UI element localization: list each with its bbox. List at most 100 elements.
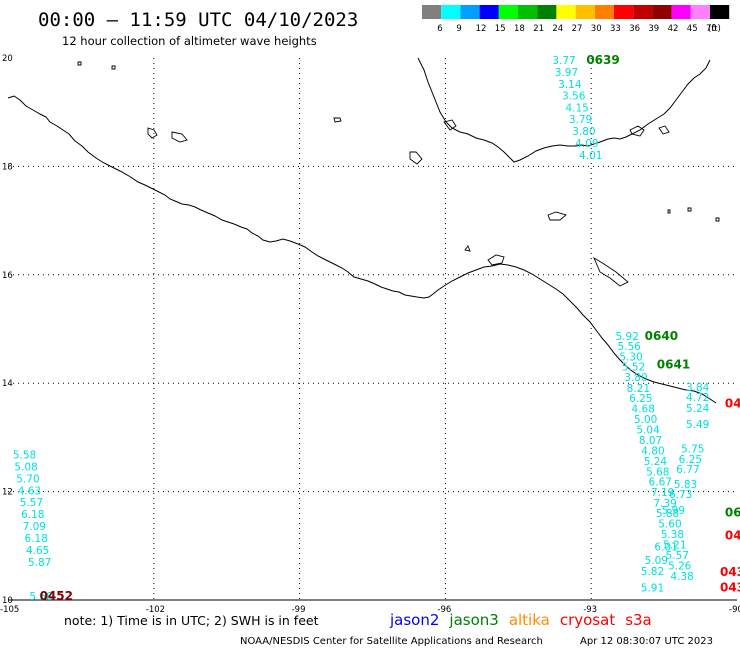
island <box>667 209 671 214</box>
legend-cryosat: cryosat <box>560 611 615 629</box>
scale-swatch <box>537 5 557 19</box>
lat-lon-grid <box>8 58 737 601</box>
wave-height-value: 5.49 <box>686 419 709 431</box>
pass-time-label: 0643 <box>725 506 740 520</box>
legend-altika: altika <box>509 611 550 629</box>
wave-height-value: 3.80 <box>624 372 647 384</box>
island <box>593 256 629 287</box>
lon-tick-label: -105 <box>0 605 19 615</box>
scale-swatch <box>671 5 691 19</box>
lon-tick-label: -90 <box>729 605 740 615</box>
altimeter-pass: 5.925.565.305.523.808.216.254.685.005.04… <box>616 329 694 583</box>
island <box>111 65 116 70</box>
scale-tick-label: 24 <box>552 24 563 34</box>
island <box>171 131 188 143</box>
wave-height-value: 6.67 <box>649 477 672 489</box>
scale-tick-label: 21 <box>533 24 544 34</box>
island <box>687 207 692 212</box>
altimeter-pass: 5.585.085.704.635.576.187.096.184.655.87… <box>13 450 73 603</box>
scale-swatch <box>441 5 461 19</box>
altimeter-pass: 3.773.973.143.564.153.793.804.094.01 0639 <box>552 53 619 162</box>
wave-height-value: 6.25 <box>679 454 702 466</box>
scale-swatch <box>690 5 710 19</box>
scale-tick-label: 27 <box>572 24 583 34</box>
axis-tick-labels: -105 -102 -99 -96 -93 -90 20 18 16 14 12 10 <box>0 54 740 615</box>
wave-height-value: 3.14 <box>558 79 582 91</box>
scale-unit: (ft) <box>708 24 721 34</box>
scale-swatch <box>422 5 442 19</box>
wave-height-value: 5.91 <box>641 582 664 594</box>
altimeter-tracks: 3.773.973.143.564.153.793.804.094.010639… <box>13 53 740 603</box>
wave-height-value: 3.97 <box>555 67 578 79</box>
pacific-coastline <box>7 95 717 404</box>
scale-tick-label: 30 <box>591 24 602 34</box>
scale-tick-label: 42 <box>668 24 679 34</box>
wave-height-value: 8.21 <box>627 383 650 395</box>
scale-swatch <box>460 5 480 19</box>
wave-height-value: 5.57 <box>666 550 689 562</box>
scale-tick-label: 45 <box>687 24 698 34</box>
generated-timestamp: Apr 12 08:30:07 UTC 2023 <box>580 636 713 647</box>
wave-height-value: 5.26 <box>668 561 692 573</box>
scale-swatch <box>575 5 595 19</box>
wave-height-value: 3.80 <box>572 126 595 138</box>
wave-height-value: 5.60 <box>658 518 681 530</box>
coastline <box>7 57 717 404</box>
scale-swatch <box>498 5 518 19</box>
wave-height-value: 7.09 <box>23 521 46 533</box>
lat-tick-label: 20 <box>2 54 13 64</box>
wave-height-value: 5.30 <box>619 351 642 363</box>
map-subtitle: 12 hour collection of altimeter wave hei… <box>62 34 317 48</box>
wave-height-value: 5.58 <box>13 450 36 462</box>
wave-height-value: 6.18 <box>21 509 44 521</box>
wave-height-value: 6.18 <box>25 533 48 545</box>
island <box>333 117 342 123</box>
scale-swatch <box>633 5 653 19</box>
wave-height-value: 5.21 <box>663 540 686 552</box>
wave-height-value: 7.19 <box>651 487 674 499</box>
island <box>77 61 82 66</box>
lon-tick-label: -93 <box>583 605 597 615</box>
scale-tick-label: 12 <box>476 24 487 34</box>
wave-height-value: 5.75 <box>681 444 704 456</box>
lon-tick-label: -96 <box>437 605 451 615</box>
wave-height-value: 4.09 <box>575 138 598 150</box>
pass-time-label: 0438 <box>720 580 740 594</box>
altimeter-pass: 0438 <box>720 580 740 594</box>
island <box>629 125 645 137</box>
scale-tick-label: 70 <box>706 24 717 34</box>
wave-height-value: 5.09 <box>645 555 668 567</box>
pass-time-label: 0438 <box>720 565 740 579</box>
island <box>658 125 670 135</box>
wave-height-value: 5.24 <box>686 403 710 415</box>
scale-swatch <box>614 5 634 19</box>
altimeter-pass: 3.844.725.245.495.756.256.775.836.735.99… <box>641 358 710 595</box>
wave-height-value: 4.38 <box>670 571 693 583</box>
wave-height-value: 5.68 <box>646 466 669 478</box>
lat-tick-label: 10 <box>2 596 13 606</box>
satellite-legend: jason2 jason3 altika cryosat s3a <box>389 611 652 629</box>
lon-tick-label: -102 <box>146 605 165 615</box>
wave-height-value: 5.82 <box>641 566 664 578</box>
wave-height-value: 5.08 <box>14 461 37 473</box>
islands <box>77 61 720 287</box>
island <box>409 151 423 165</box>
wave-height-value: 4.63 <box>18 485 41 497</box>
wave-height-value: 4.72 <box>686 392 709 404</box>
pass-time-label: 0437 <box>725 528 740 542</box>
wave-height-value: 5.38 <box>661 529 684 541</box>
wave-height-value: 5.00 <box>634 414 657 426</box>
altimeter-pass: 0438 <box>720 565 740 579</box>
scale-swatch <box>710 5 730 19</box>
legend-jason3: jason3 <box>448 611 498 629</box>
wave-height-color-scale: 6 9 12 15 18 21 24 27 30 33 36 39 42 45 70 <box>422 5 730 34</box>
lon-tick-label: -99 <box>292 605 306 615</box>
wave-height-value: 3.77 <box>552 55 575 67</box>
wave-height-value: 6.01 <box>654 542 677 554</box>
wave-height-value: 5.88 <box>656 508 679 520</box>
gulf-coastline <box>417 57 711 163</box>
wave-height-value: 5.56 <box>617 341 641 353</box>
lat-tick-label: 16 <box>2 271 13 281</box>
scale-swatch <box>518 5 538 19</box>
